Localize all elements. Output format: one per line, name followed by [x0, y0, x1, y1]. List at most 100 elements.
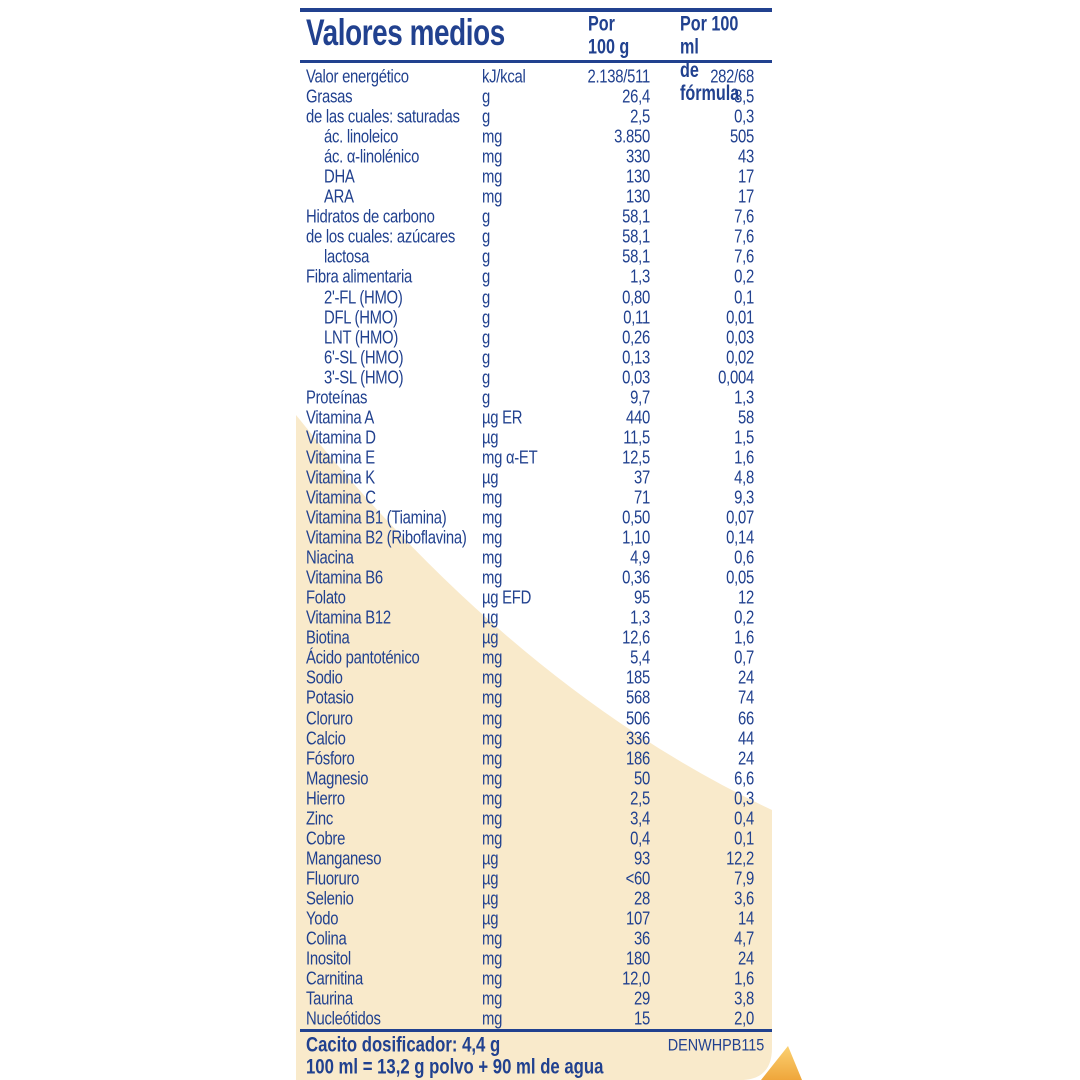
- nutrient-unit: mg: [482, 688, 503, 709]
- folded-corner-accent: [761, 1046, 802, 1080]
- nutrient-unit: kJ/kcal: [482, 66, 526, 88]
- value-per-100g: 9,7: [630, 387, 650, 408]
- nutrition-table-body: Valor energético kJ/kcal 2.138/511 282/68 Gr…: [300, 67, 772, 1029]
- footer-border-line: [300, 1029, 772, 1032]
- value-per-100g: 2,5: [630, 107, 650, 128]
- nutrient-unit: µg: [482, 628, 499, 649]
- value-per-100g: 5,4: [630, 648, 650, 669]
- value-per-100g: 0,03: [622, 367, 650, 388]
- value-per-100g: 11,5: [623, 427, 650, 448]
- value-per-100g: 4,9: [630, 548, 650, 569]
- nutrient-name: LNT (HMO): [324, 327, 399, 348]
- nutrient-name: Folato: [306, 588, 346, 609]
- value-per-100ml: 0,07: [726, 507, 754, 529]
- value-per-100ml: 0,14: [726, 527, 754, 549]
- value-per-100ml: 24: [738, 748, 754, 769]
- nutrient-name: Proteínas: [306, 387, 368, 408]
- value-per-100ml: 12,2: [726, 848, 754, 869]
- table-row: 3'-SL (HMO) g 0,03 0,004: [300, 368, 772, 388]
- nutrient-name: Fibra alimentaria: [306, 267, 413, 288]
- nutrient-name: ác. linoleico: [324, 127, 399, 148]
- nutrient-unit: g: [482, 307, 491, 328]
- table-row: de los cuales: azúcares g 58,1 7,6: [300, 227, 772, 247]
- value-per-100ml: 17: [738, 187, 754, 208]
- value-per-100ml: 1,6: [734, 628, 754, 649]
- value-per-100ml: 505: [730, 127, 754, 148]
- nutrient-unit: mg: [482, 969, 503, 990]
- value-per-100ml: 0,7: [734, 648, 754, 669]
- table-row: ARA mg 130 17: [300, 187, 772, 207]
- value-per-100g: 26,4: [622, 86, 650, 108]
- value-per-100g: 58,1: [622, 207, 650, 228]
- value-per-100ml: 0,004: [718, 367, 754, 388]
- nutrient-name: Ácido pantoténico: [306, 648, 420, 669]
- value-per-100g: 28: [634, 888, 650, 910]
- value-per-100ml: 7,6: [734, 247, 754, 268]
- value-per-100g: 93: [634, 848, 650, 869]
- value-per-100g: 3,4: [630, 808, 650, 829]
- table-row: Ácido pantoténico mg 5,4 0,7: [300, 648, 772, 668]
- value-per-100ml: 44: [738, 728, 754, 749]
- value-per-100g: 186: [626, 748, 650, 769]
- table-row: Selenio µg 28 3,6: [300, 889, 772, 909]
- header-border-line: [300, 60, 772, 63]
- nutrient-unit: g: [482, 387, 491, 408]
- nutrient-unit: mg: [482, 187, 503, 208]
- nutrient-unit: mg: [482, 568, 503, 589]
- table-row: Taurina mg 29 3,8: [300, 989, 772, 1009]
- nutrient-unit: µg: [482, 427, 499, 448]
- table-row: Biotina µg 12,6 1,6: [300, 628, 772, 648]
- table-row: Vitamina B2 (Riboflavina) mg 1,10 0,14: [300, 528, 772, 548]
- table-row: Zinc mg 3,4 0,4: [300, 809, 772, 829]
- value-per-100ml: 9,3: [734, 487, 754, 509]
- value-per-100ml: 24: [738, 668, 754, 689]
- nutrient-unit: mg: [482, 1009, 503, 1030]
- value-per-100ml: 4,8: [734, 467, 754, 489]
- nutrient-unit: g: [482, 267, 491, 288]
- table-title: Valores medios: [306, 12, 505, 54]
- table-row: Cobre mg 0,4 0,1: [300, 829, 772, 849]
- nutrient-name: Inositol: [306, 948, 351, 970]
- nutrient-unit: mg: [482, 487, 503, 509]
- nutrient-name: Vitamina D: [306, 427, 376, 448]
- table-row: Potasio mg 568 74: [300, 688, 772, 708]
- table-row: Inositol mg 180 24: [300, 949, 772, 969]
- value-per-100ml: 0,2: [734, 267, 754, 288]
- nutrient-name: Hidratos de carbono: [306, 207, 435, 228]
- nutrient-name: 2'-FL (HMO): [324, 287, 403, 308]
- nutrient-unit: g: [482, 86, 491, 108]
- value-per-100ml: 17: [738, 167, 754, 188]
- table-row: DHA mg 130 17: [300, 167, 772, 187]
- table-row: Nucleótidos mg 15 2,0: [300, 1009, 772, 1029]
- top-border-line: [300, 8, 772, 12]
- table-row: Vitamina B12 µg 1,3 0,2: [300, 608, 772, 628]
- value-per-100ml: 7,9: [734, 868, 754, 889]
- table-row: ác. linoleico mg 3.850 505: [300, 127, 772, 147]
- value-per-100g: 0,36: [622, 568, 650, 589]
- value-per-100g: 71: [634, 487, 650, 509]
- value-per-100g: 1,3: [630, 267, 650, 288]
- value-per-100g: 3.850: [614, 127, 650, 148]
- nutrient-unit: µg: [482, 868, 499, 889]
- label-background: [296, 415, 802, 1080]
- nutrient-unit: mg: [482, 948, 503, 970]
- nutrient-name: Calcio: [306, 728, 346, 749]
- column-header-per-100g: Por 100 g: [588, 13, 630, 60]
- table-row: Manganeso µg 93 12,2: [300, 849, 772, 869]
- table-row: Cloruro mg 506 66: [300, 708, 772, 728]
- table-row: Vitamina B1 (Tiamina) mg 0,50 0,07: [300, 508, 772, 528]
- nutrient-name: Vitamina K: [306, 467, 375, 489]
- table-row: Vitamina A µg ER 440 58: [300, 408, 772, 428]
- value-per-100g: 2,5: [630, 788, 650, 809]
- cream-swoosh-background: [296, 415, 772, 1080]
- nutrient-name: DFL (HMO): [324, 307, 398, 328]
- nutrient-name: Zinc: [306, 808, 333, 829]
- table-row: Colina mg 36 4,7: [300, 929, 772, 949]
- nutrient-unit: µg EFD: [482, 588, 532, 609]
- nutrient-name: Vitamina B12: [306, 608, 391, 629]
- value-per-100ml: 24: [738, 948, 754, 970]
- table-row: LNT (HMO) g 0,26 0,03: [300, 328, 772, 348]
- value-per-100ml: 1,3: [734, 387, 754, 408]
- value-per-100ml: 0,05: [726, 568, 754, 589]
- table-row: ác. α-linolénico mg 330 43: [300, 147, 772, 167]
